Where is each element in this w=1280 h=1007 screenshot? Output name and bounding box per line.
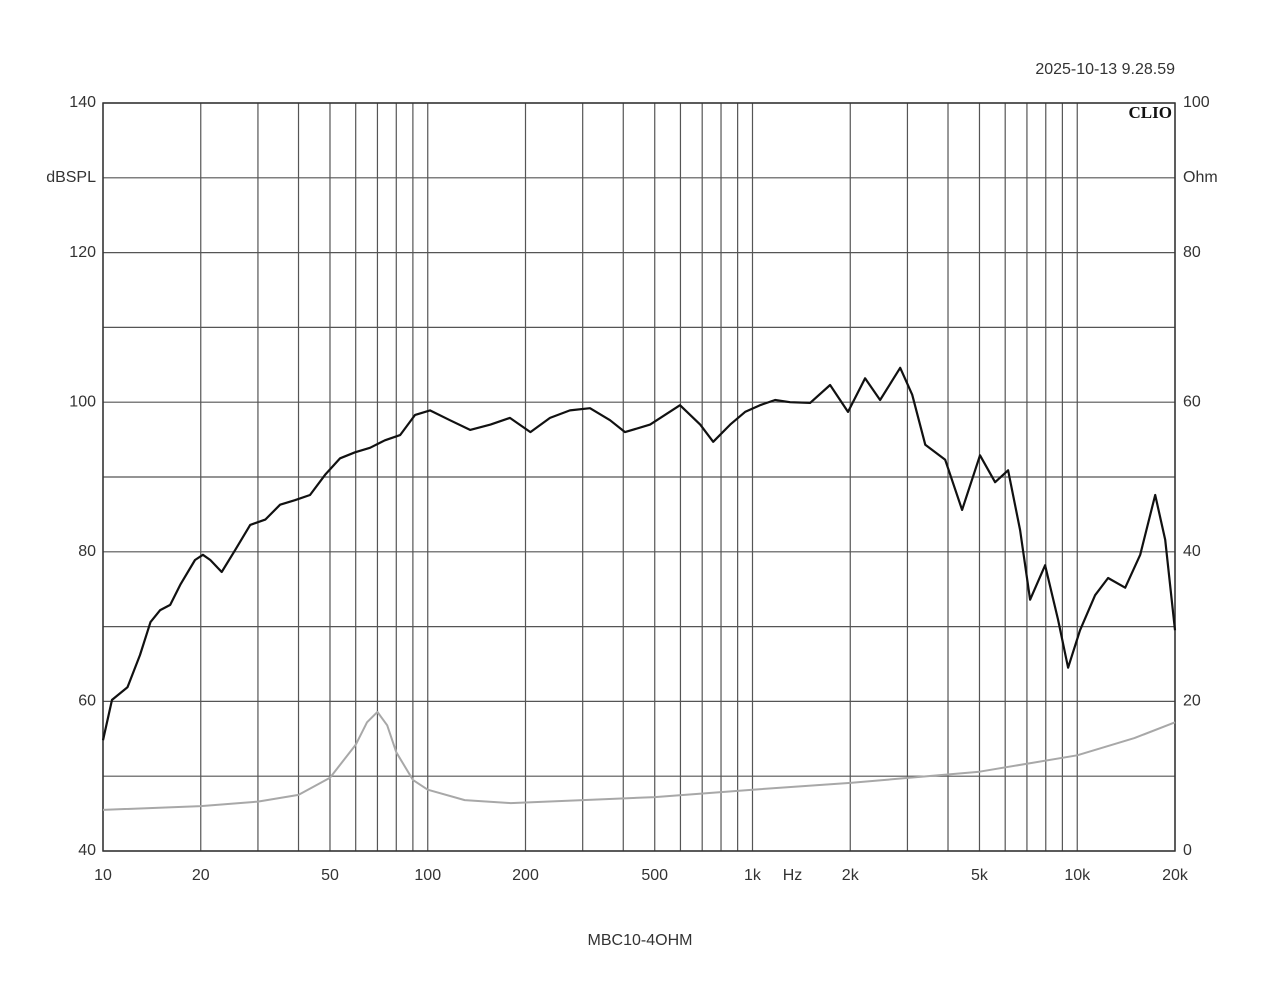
chart-title: MBC10-4OHM bbox=[588, 932, 693, 949]
x-tick-label: 10 bbox=[94, 867, 112, 884]
y-tick-label: 60 bbox=[78, 693, 96, 710]
plot-frame bbox=[102, 102, 1176, 852]
x-tick-label: 500 bbox=[641, 867, 668, 884]
x-tick-label: 200 bbox=[512, 867, 539, 884]
x-tick-label: 100 bbox=[414, 867, 441, 884]
x-tick-label: 10k bbox=[1064, 867, 1091, 884]
y2-tick-label: 100 bbox=[1183, 94, 1210, 111]
y2-axis-label: Ohm bbox=[1183, 169, 1218, 186]
y-axis-label: dBSPL bbox=[46, 169, 96, 186]
x-tick-label: 5k bbox=[971, 867, 989, 884]
y2-tick-label: 40 bbox=[1183, 543, 1201, 560]
x-tick-label: 50 bbox=[321, 867, 339, 884]
y-tick-label: 80 bbox=[78, 543, 96, 560]
x-tick-label: 20 bbox=[192, 867, 210, 884]
y-tick-label: 40 bbox=[78, 842, 96, 859]
y-tick-label: 140 bbox=[69, 94, 96, 111]
series-line bbox=[102, 710, 1176, 811]
y-tick-label: 100 bbox=[69, 393, 96, 410]
y2-tick-label: 80 bbox=[1183, 244, 1201, 261]
brand: CLIO bbox=[1129, 103, 1172, 122]
series-line bbox=[101, 366, 1177, 741]
x-tick-label: 1k bbox=[744, 867, 762, 884]
y2-tick-label: 0 bbox=[1183, 842, 1192, 859]
y2-tick-label: 60 bbox=[1183, 393, 1201, 410]
y2-tick-label: 20 bbox=[1183, 693, 1201, 710]
x-tick-label: 2k bbox=[842, 867, 860, 884]
x-axis-label: Hz bbox=[783, 867, 803, 884]
y-tick-label: 120 bbox=[69, 244, 96, 261]
x-tick-label: 20k bbox=[1162, 867, 1189, 884]
timestamp: 2025-10-13 9.28.59 bbox=[1035, 61, 1175, 78]
